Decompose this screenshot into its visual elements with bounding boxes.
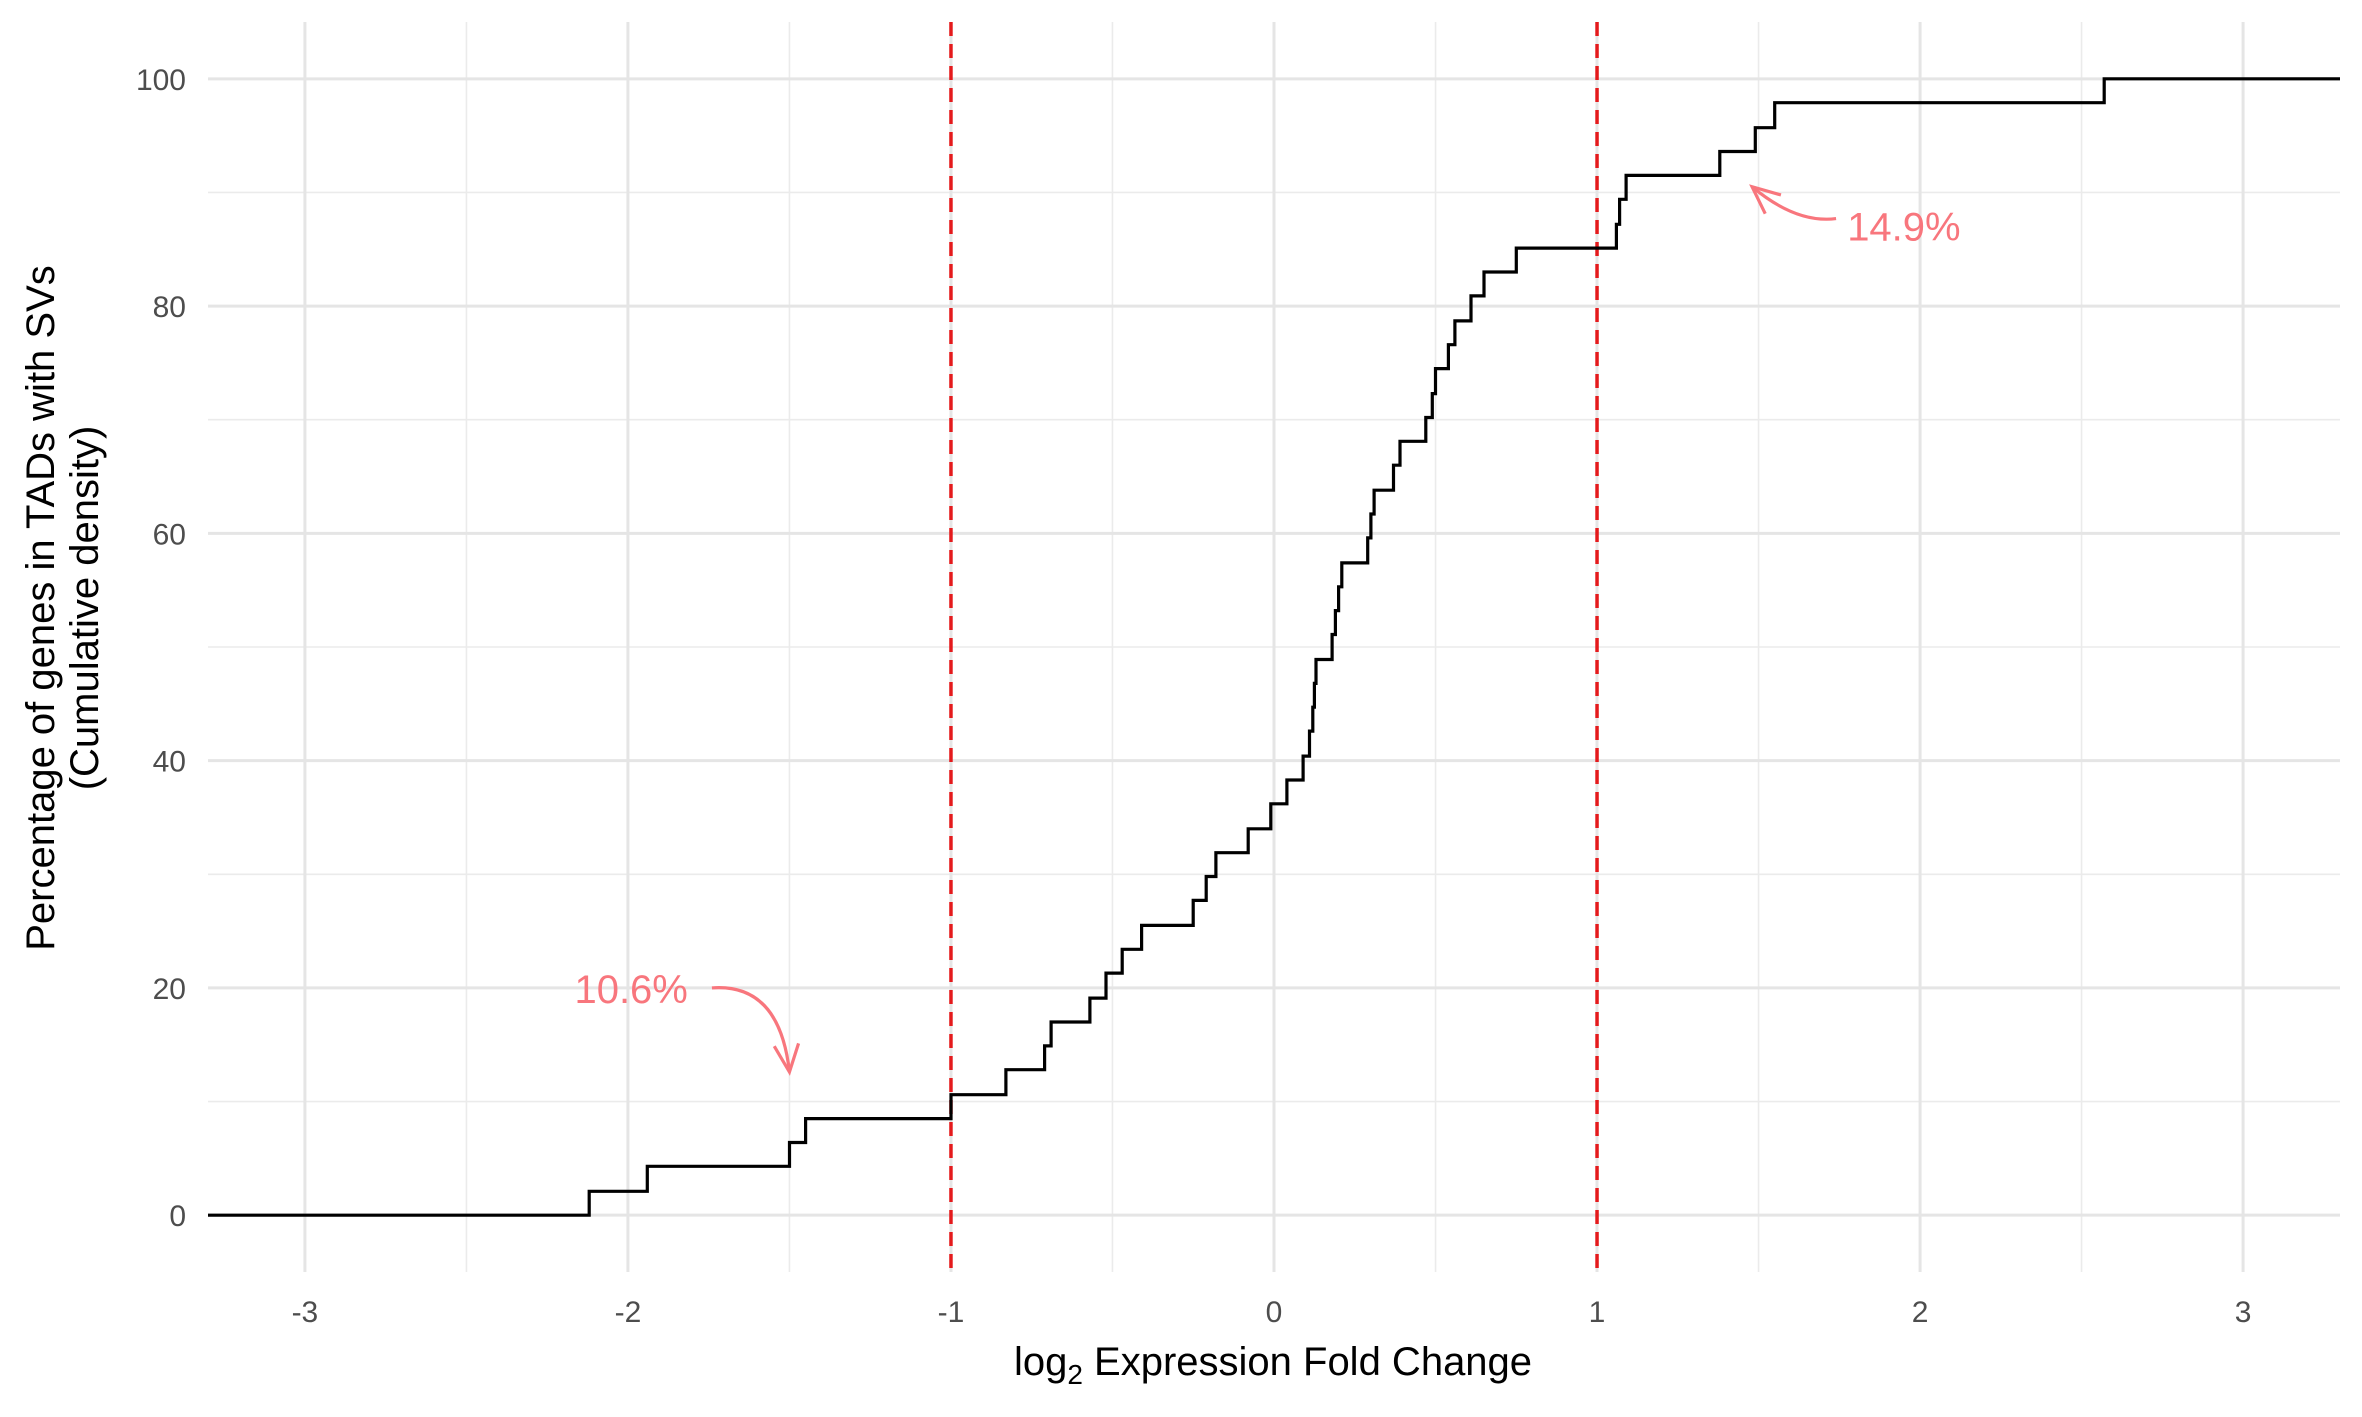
x-tick-label: -2 xyxy=(615,1296,642,1329)
y-axis-ticks: 0 20 40 60 80 100 xyxy=(136,64,186,1233)
step-line xyxy=(208,77,2340,1217)
x-tick-label: 1 xyxy=(1589,1296,1606,1329)
annotation-arrow xyxy=(1751,185,1837,221)
threshold-lines xyxy=(949,22,1599,1272)
y-tick-label: 40 xyxy=(153,746,186,779)
y-axis-title-line2: (Cumulative density) xyxy=(63,426,107,791)
y-tick-label: 60 xyxy=(153,518,186,551)
annotation-label: 14.9% xyxy=(1847,206,1960,250)
annotation-arrowhead xyxy=(772,1042,801,1076)
y-tick-label: 80 xyxy=(153,291,186,324)
y-tick-label: 0 xyxy=(169,1200,186,1233)
x-tick-label: -3 xyxy=(292,1296,319,1329)
annotation-arrow xyxy=(711,986,792,1073)
x-axis-ticks: -3 -2 -1 0 1 2 3 xyxy=(292,1296,2252,1329)
x-axis-title: log2 Expression Fold Change xyxy=(1014,1340,1532,1390)
y-axis-title: Percentage of genes in TADs with SVs (Cu… xyxy=(19,265,107,951)
x-tick-label: 0 xyxy=(1266,1296,1283,1329)
y-tick-label: 100 xyxy=(136,64,186,97)
y-tick-label: 20 xyxy=(153,973,186,1006)
y-axis-title-line1: Percentage of genes in TADs with SVs xyxy=(19,265,63,951)
annotation-label: 10.6% xyxy=(574,968,687,1012)
x-tick-label: -1 xyxy=(938,1296,965,1329)
cumulative-step-series xyxy=(208,77,2340,1217)
annotation-arrowhead xyxy=(1749,184,1782,215)
annotations: 10.6% 14.9% xyxy=(574,184,1961,1076)
x-tick-label: 3 xyxy=(2235,1296,2252,1329)
x-tick-label: 2 xyxy=(1912,1296,1929,1329)
